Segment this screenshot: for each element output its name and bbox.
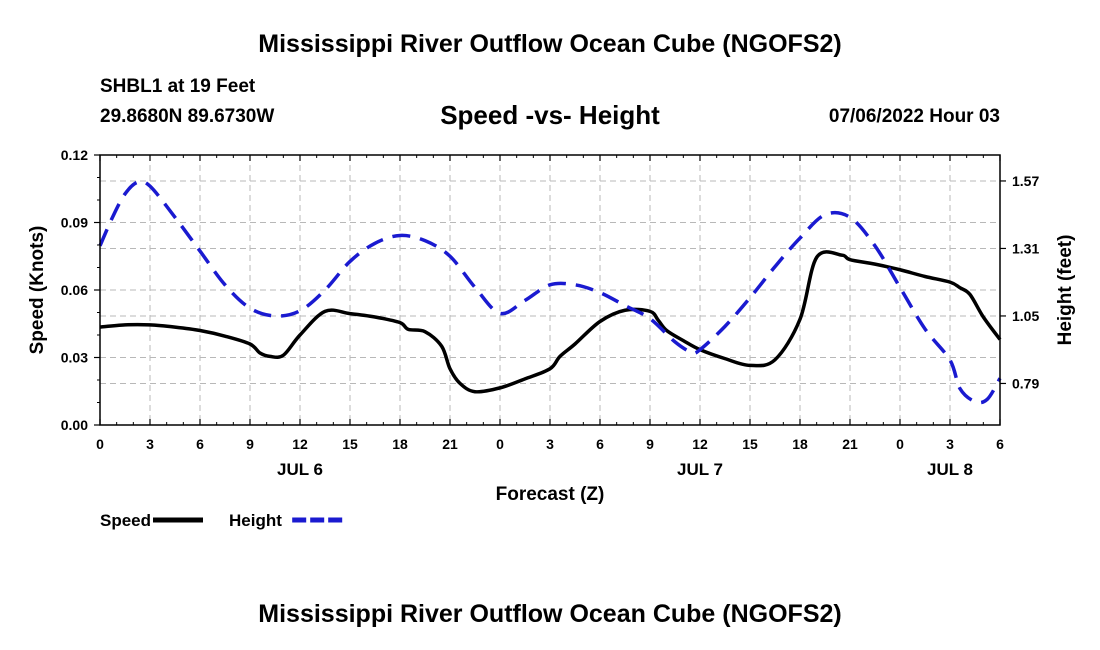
y-tick-label-left: 0.06	[61, 282, 88, 298]
x-tick-label: 15	[742, 436, 758, 452]
x-tick-label: 0	[896, 436, 904, 452]
y-axis-title-left: Speed (Knots)	[27, 226, 48, 355]
x-tick-label: 0	[496, 436, 504, 452]
x-axis-title: Forecast (Z)	[496, 484, 605, 505]
bottom-title: Mississippi River Outflow Ocean Cube (NG…	[258, 600, 842, 628]
x-tick-label: 9	[246, 436, 254, 452]
x-tick-label: 6	[596, 436, 604, 452]
y-axis-title-right: Height (feet)	[1055, 235, 1076, 346]
x-tick-label: 15	[342, 436, 358, 452]
legend-label-speed: Speed	[100, 511, 151, 530]
grid	[100, 155, 1000, 425]
page-title: Mississippi River Outflow Ocean Cube (NG…	[258, 30, 842, 58]
y-tick-label-left: 0.03	[61, 350, 88, 366]
x-tick-label: 18	[792, 436, 808, 452]
y-tick-label-left: 0.09	[61, 215, 88, 231]
legend-label-height: Height	[229, 511, 282, 530]
series-layer	[98, 179, 1002, 405]
x-tick-label: 6	[996, 436, 1004, 452]
x-tick-label: 21	[442, 436, 458, 452]
x-tick-label: 3	[146, 436, 154, 452]
station-coordinates: 29.8680N 89.6730W	[100, 106, 275, 127]
y-tick-label-right: 1.57	[1012, 173, 1039, 189]
x-tick-label: 18	[392, 436, 408, 452]
day-label: JUL 8	[927, 460, 973, 479]
x-tick-label: 0	[96, 436, 104, 452]
x-tick-label: 6	[196, 436, 204, 452]
y-tick-label-left: 0.00	[61, 417, 88, 433]
x-tick-label: 12	[692, 436, 708, 452]
x-tick-label: 9	[646, 436, 654, 452]
series-line-speed	[99, 250, 1002, 394]
x-tick-label: 12	[292, 436, 308, 452]
y-tick-label-right: 0.79	[1012, 375, 1039, 391]
legend: Speed Height	[100, 511, 343, 530]
y-tick-label-right: 1.31	[1012, 240, 1039, 256]
day-label: JUL 6	[277, 460, 323, 479]
station-label: SHBL1 at 19 Feet	[100, 76, 256, 97]
chart-title: Speed -vs- Height	[440, 100, 660, 130]
x-tick-label: 3	[946, 436, 954, 452]
day-label: JUL 7	[677, 460, 723, 479]
x-tick-label: 3	[546, 436, 554, 452]
x-tick-label: 21	[842, 436, 858, 452]
y-tick-label-right: 1.05	[1012, 308, 1039, 324]
forecast-timestamp: 07/06/2022 Hour 03	[828, 106, 1000, 127]
series-line-height	[98, 179, 1002, 405]
axes: 0 3 6 9 12 15 18 21 0 3 6 9 12 15 18 21 0 3 6 JUL 6 JUL 7 JUL…	[61, 147, 1040, 479]
y-tick-label-left: 0.12	[61, 147, 88, 163]
